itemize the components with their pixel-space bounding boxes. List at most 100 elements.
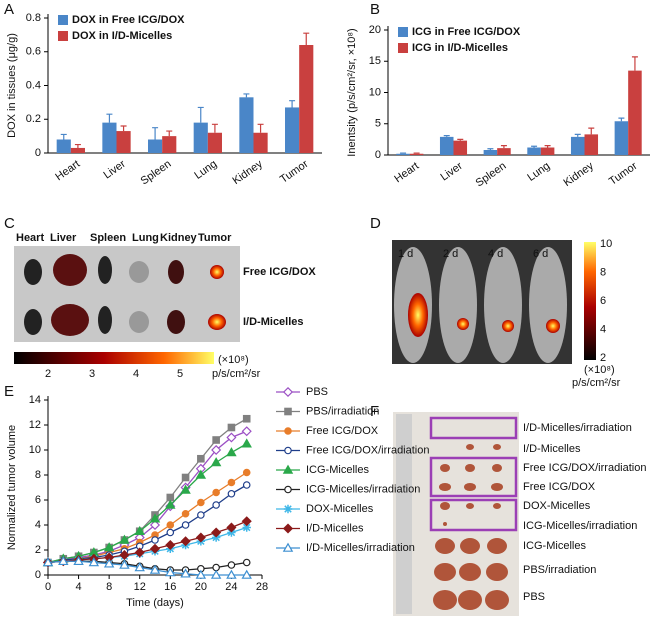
x-tick-label: 8 bbox=[106, 581, 112, 593]
legend-swatch bbox=[58, 31, 68, 41]
column-label: Lung bbox=[132, 232, 159, 244]
x-tick-label: Spleen bbox=[474, 160, 509, 189]
marker bbox=[242, 481, 251, 489]
marker bbox=[226, 522, 237, 533]
y-tick-label: 4 bbox=[35, 519, 41, 531]
group-label: I/D-Micelles/irradiation bbox=[523, 422, 632, 434]
y-tick-label: 12 bbox=[29, 419, 41, 431]
bar bbox=[148, 139, 163, 153]
marker bbox=[227, 489, 236, 498]
marker bbox=[103, 558, 115, 568]
marker bbox=[181, 509, 190, 518]
bar bbox=[56, 139, 71, 153]
y-tick-label: 10 bbox=[29, 444, 41, 456]
error-bar bbox=[443, 135, 450, 137]
marker bbox=[134, 562, 145, 572]
marker bbox=[241, 426, 252, 437]
marker bbox=[284, 427, 292, 435]
error-bar bbox=[166, 130, 173, 137]
x-tick-label: 20 bbox=[195, 581, 207, 593]
bar bbox=[409, 153, 424, 155]
legend-label: Free ICG/DOX bbox=[306, 425, 379, 437]
marker bbox=[119, 559, 130, 569]
marker bbox=[197, 511, 205, 519]
y-tick-label: 10 bbox=[369, 86, 381, 98]
marker bbox=[180, 568, 191, 578]
group-label: Free ICG/DOX bbox=[523, 481, 596, 493]
group-label: ICG-Micelles/irradiation bbox=[523, 520, 637, 532]
y-axis-label: Inentsity (p/s/cm²/sr, ×10⁸) bbox=[346, 28, 358, 156]
marker bbox=[180, 484, 191, 494]
marker bbox=[149, 519, 161, 531]
legend-label: DOX in I/D-Micelles bbox=[72, 30, 172, 42]
column-label: Tumor bbox=[198, 232, 232, 244]
colorbar-scale: (×10⁸) bbox=[584, 364, 615, 376]
marker bbox=[282, 523, 294, 534]
marker bbox=[149, 513, 161, 523]
error-bar bbox=[618, 117, 625, 122]
marker bbox=[151, 536, 159, 544]
x-tick-label: 28 bbox=[256, 581, 268, 593]
legend-label: DOX in Free ICG/DOX bbox=[72, 14, 185, 26]
group-label: DOX-Micelles bbox=[523, 500, 591, 512]
legend-label: ICG-Micelles bbox=[306, 464, 369, 476]
error-bar bbox=[631, 56, 638, 71]
x-tick-label: Tumor bbox=[607, 160, 640, 188]
colorbar-unit: p/s/cm²/sr bbox=[212, 368, 261, 380]
ruler bbox=[396, 414, 412, 614]
colorbar bbox=[14, 352, 214, 364]
marker bbox=[212, 501, 220, 509]
legend-label: ICG-Micelles/irradiation bbox=[306, 483, 420, 495]
bar bbox=[253, 132, 268, 153]
marker bbox=[242, 414, 251, 423]
legend-label: DOX-Micelles bbox=[306, 503, 374, 515]
y-tick-label: 0.4 bbox=[26, 79, 41, 91]
marker bbox=[212, 488, 220, 497]
marker bbox=[212, 436, 220, 444]
panel-label: E bbox=[4, 383, 14, 400]
x-tick-label: Spleen bbox=[139, 158, 174, 187]
bar bbox=[70, 147, 85, 153]
colorbar-tick-label: 8 bbox=[600, 266, 606, 278]
marker bbox=[283, 504, 293, 514]
legend-label: I/D-Micelles/irradiation bbox=[306, 542, 415, 554]
bar bbox=[540, 147, 555, 155]
bar bbox=[614, 121, 629, 155]
x-tick-label: Kidney bbox=[230, 158, 265, 187]
marker bbox=[134, 525, 145, 536]
marker bbox=[181, 521, 190, 529]
organ-shapes bbox=[24, 254, 226, 336]
group-label: Free ICG/DOX/irradiation bbox=[523, 462, 646, 474]
x-tick-label: 12 bbox=[134, 581, 146, 593]
marker bbox=[226, 447, 237, 457]
error-bar bbox=[197, 106, 204, 123]
legend-label: I/D-Micelles bbox=[306, 522, 364, 534]
marker bbox=[242, 558, 251, 567]
day-label: 1 d bbox=[398, 248, 413, 260]
error-bar bbox=[500, 145, 507, 149]
x-tick-label: 24 bbox=[225, 581, 237, 593]
y-tick-label: 8 bbox=[35, 469, 41, 481]
legend-swatch bbox=[58, 15, 68, 25]
bar bbox=[285, 107, 300, 153]
row-label: I/D-Micelles bbox=[243, 316, 304, 328]
colorbar-tick-label: 2 bbox=[600, 352, 606, 364]
marker bbox=[180, 536, 191, 547]
marker bbox=[42, 557, 54, 567]
colorbar-scale: (×10⁸) bbox=[218, 354, 249, 366]
x-tick-label: Heart bbox=[53, 158, 82, 183]
error-bar bbox=[74, 143, 81, 148]
error-bar bbox=[120, 125, 127, 132]
y-tick-label: 15 bbox=[369, 55, 381, 67]
y-axis-label: Normalized tumor volume bbox=[6, 425, 18, 550]
panel-d: D bbox=[370, 215, 596, 364]
error-bar bbox=[400, 152, 407, 154]
marker bbox=[195, 532, 206, 543]
y-tick-label: 0 bbox=[35, 147, 41, 159]
marker bbox=[165, 567, 176, 577]
error-bar bbox=[60, 133, 67, 140]
column-label: Spleen bbox=[90, 232, 126, 244]
y-tick-label: 20 bbox=[369, 24, 381, 36]
legend-swatch bbox=[398, 43, 408, 53]
y-tick-label: 0.2 bbox=[26, 113, 41, 125]
